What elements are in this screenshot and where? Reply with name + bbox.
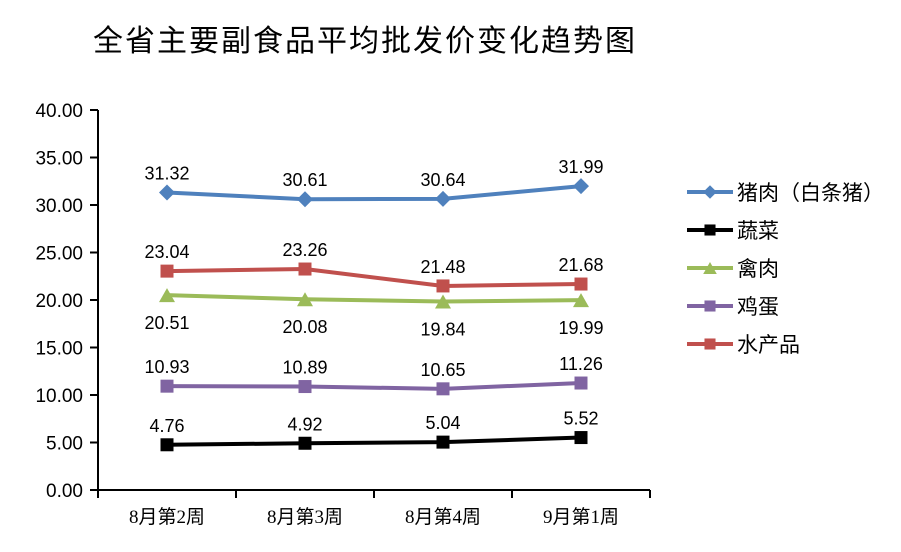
data-label-pork: 30.61 bbox=[282, 170, 327, 190]
legend-poultry-marker-triangle bbox=[703, 262, 717, 274]
data-label-pork: 31.32 bbox=[144, 163, 189, 183]
data-label-aquatic-products: 21.48 bbox=[420, 257, 465, 277]
data-label-vegetables: 5.04 bbox=[425, 413, 460, 433]
y-axis-tick-label: 35.00 bbox=[35, 149, 83, 170]
data-label-vegetables: 4.92 bbox=[287, 414, 322, 434]
y-axis-tick-label: 40.00 bbox=[35, 101, 83, 122]
data-label-poultry: 19.99 bbox=[558, 318, 603, 338]
data-label-poultry: 20.51 bbox=[144, 313, 189, 333]
square-legend-swatch-icon bbox=[687, 300, 733, 312]
data-label-eggs: 11.26 bbox=[559, 354, 603, 374]
legend-item-pork: 猪肉（白条猪） bbox=[686, 173, 884, 211]
series-poultry-marker-triangle bbox=[573, 293, 589, 308]
x-axis-category-label: 8月第3周 bbox=[267, 506, 343, 528]
legend-vegetables-marker-square bbox=[704, 224, 716, 236]
square-legend-swatch-icon bbox=[687, 338, 733, 350]
y-axis-tick-label: 0.00 bbox=[46, 481, 83, 502]
y-axis-tick-label: 5.00 bbox=[46, 434, 83, 455]
series-eggs-marker-square bbox=[574, 376, 588, 390]
chart-legend: 猪肉（白条猪） 蔬菜禽肉鸡蛋水产品 bbox=[686, 173, 884, 363]
triangle-legend-swatch-icon bbox=[687, 262, 733, 274]
legend-label-eggs: 鸡蛋 bbox=[737, 295, 779, 319]
series-line-pork bbox=[166, 184, 582, 202]
y-axis-tick-label: 15.00 bbox=[35, 339, 83, 360]
data-label-aquatic-products: 21.68 bbox=[558, 255, 603, 275]
data-label-eggs: 10.65 bbox=[420, 360, 465, 380]
legend-eggs-marker-square bbox=[704, 300, 716, 312]
data-label-aquatic-products: 23.04 bbox=[144, 242, 189, 262]
series-vegetables-marker-square bbox=[298, 436, 312, 450]
data-label-poultry: 19.84 bbox=[420, 320, 465, 340]
data-label-poultry: 20.08 bbox=[282, 317, 327, 337]
data-label-aquatic-products: 23.26 bbox=[282, 240, 327, 260]
y-axis-tick-label: 10.00 bbox=[35, 386, 83, 407]
series-vegetables-marker-square bbox=[436, 435, 450, 449]
series-line-aquatic-products bbox=[166, 267, 582, 288]
data-label-pork: 30.64 bbox=[420, 170, 465, 190]
legend-aquatic-products-marker-square bbox=[704, 338, 716, 350]
series-eggs-marker-square bbox=[160, 379, 174, 393]
series-vegetables: 4.76 4.92 5.04 5.52 bbox=[149, 409, 599, 452]
series-aquatic-products-marker-square bbox=[574, 277, 588, 291]
x-axis-category-label: 8月第4周 bbox=[405, 506, 481, 528]
legend-label-pork: 猪肉（白条猪） bbox=[737, 181, 884, 205]
legend-label-vegetables: 蔬菜 bbox=[737, 219, 779, 243]
x-axis-category-label: 9月第1周 bbox=[543, 506, 619, 528]
series-eggs: 10.93 10.89 10.65 11.26 bbox=[144, 354, 603, 396]
series-vegetables-marker-square bbox=[574, 431, 588, 445]
series-aquatic-products: 23.04 23.26 21.48 21.68 bbox=[144, 240, 604, 293]
series-eggs-marker-square bbox=[298, 380, 312, 394]
series-pork-marker-diamond bbox=[297, 191, 313, 208]
series-pork-marker-diamond bbox=[573, 178, 589, 195]
legend-item-eggs: 鸡蛋 bbox=[686, 287, 884, 325]
chart-title: 全省主要副食品平均批发价变化趋势图 bbox=[93, 25, 637, 58]
series-poultry-marker-triangle bbox=[435, 294, 451, 309]
legend-item-poultry: 禽肉 bbox=[686, 249, 884, 287]
series-poultry-marker-triangle bbox=[297, 292, 313, 307]
series-aquatic-products-marker-square bbox=[436, 279, 450, 293]
series-line-eggs bbox=[166, 381, 582, 391]
series-aquatic-products-marker-square bbox=[160, 264, 174, 278]
data-label-eggs: 10.89 bbox=[282, 358, 327, 378]
legend-pork-marker-diamond bbox=[703, 185, 717, 199]
legend-item-aquatic-products: 水产品 bbox=[686, 325, 884, 363]
legend-label-aquatic-products: 水产品 bbox=[737, 333, 800, 357]
series-line-vegetables bbox=[166, 435, 582, 447]
data-label-vegetables: 5.52 bbox=[563, 409, 598, 429]
x-axis-category-label: 8月第2周 bbox=[129, 506, 205, 528]
square-legend-swatch-icon bbox=[687, 224, 733, 236]
series-pork-marker-diamond bbox=[435, 190, 451, 207]
series-poultry-marker-triangle bbox=[159, 288, 175, 303]
series-line-poultry bbox=[166, 293, 582, 304]
data-label-vegetables: 4.76 bbox=[149, 416, 184, 436]
legend-label-poultry: 禽肉 bbox=[737, 257, 779, 281]
series-poultry: 20.51 20.08 19.84 19.99 bbox=[144, 288, 604, 340]
y-axis-tick-label: 20.00 bbox=[35, 291, 83, 312]
series-eggs-marker-square bbox=[436, 382, 450, 396]
legend-item-vegetables: 蔬菜 bbox=[686, 211, 884, 249]
y-axis-tick-label: 30.00 bbox=[35, 196, 83, 217]
y-axis-tick-label: 25.00 bbox=[35, 244, 83, 265]
series-pork-marker-diamond bbox=[159, 184, 175, 201]
series-aquatic-products-marker-square bbox=[298, 262, 312, 276]
data-label-pork: 31.99 bbox=[558, 157, 603, 177]
data-label-eggs: 10.93 bbox=[144, 357, 189, 377]
diamond-legend-swatch-icon bbox=[687, 185, 733, 199]
series-vegetables-marker-square bbox=[160, 438, 174, 452]
series-pork: 31.32 30.61 30.64 31.99 bbox=[144, 157, 604, 208]
